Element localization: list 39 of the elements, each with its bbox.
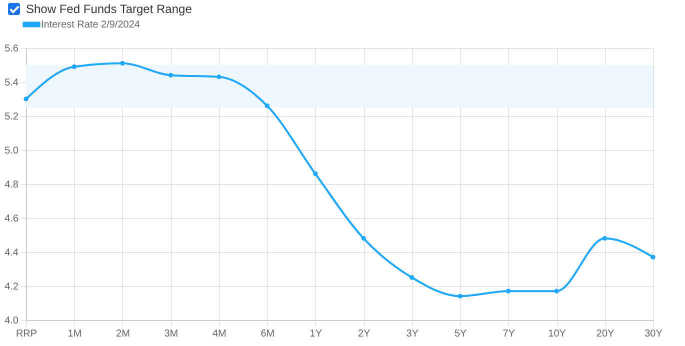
x-tick-label: 2M [116,328,130,340]
legend-label: Interest Rate 2/9/2024 [41,20,140,30]
point [554,288,559,294]
y-tick-label: 5.6 [4,44,19,54]
y-tick-label: 4.6 [4,214,19,224]
point [72,64,77,70]
y-tick-label: 4.0 [4,316,19,326]
text: Show Fed Funds Target Range [26,2,192,16]
x-tick-label: 1M [68,328,82,340]
y-tick-label: 5.2 [4,112,19,122]
x-tick-label: 30Y [644,328,663,340]
point [313,171,318,176]
y-tick-label: 5.0 [4,146,19,156]
y-tick-label: 5.4 [4,78,19,88]
point [24,96,28,102]
point [361,236,366,241]
x-tick-label: 5Y [454,328,468,340]
x-tick-label: RRP [16,328,38,340]
point [264,103,270,108]
point [650,254,656,260]
x-tick-label: 3M [164,328,178,340]
point [458,294,462,299]
x-tick-label: 4M [212,328,226,340]
x-tick-label: 7Y [502,328,516,340]
x-tick-label: 1Y [310,328,322,340]
x-tick-label: 20Y [596,328,614,340]
point [120,60,125,66]
point [168,72,174,78]
point [216,74,222,80]
point [602,236,608,241]
y-tick-label: 4.4 [4,248,19,258]
x-tick-label: 6M [260,328,275,340]
x-tick-label: 10Y [548,328,566,340]
y-tick-label: 4.8 [4,180,19,190]
y-tick-label: 4.2 [4,282,19,292]
point [410,275,414,280]
x-tick-label: 3Y [406,328,419,340]
x-tick-label: 2Y [358,328,371,340]
point [506,288,511,294]
